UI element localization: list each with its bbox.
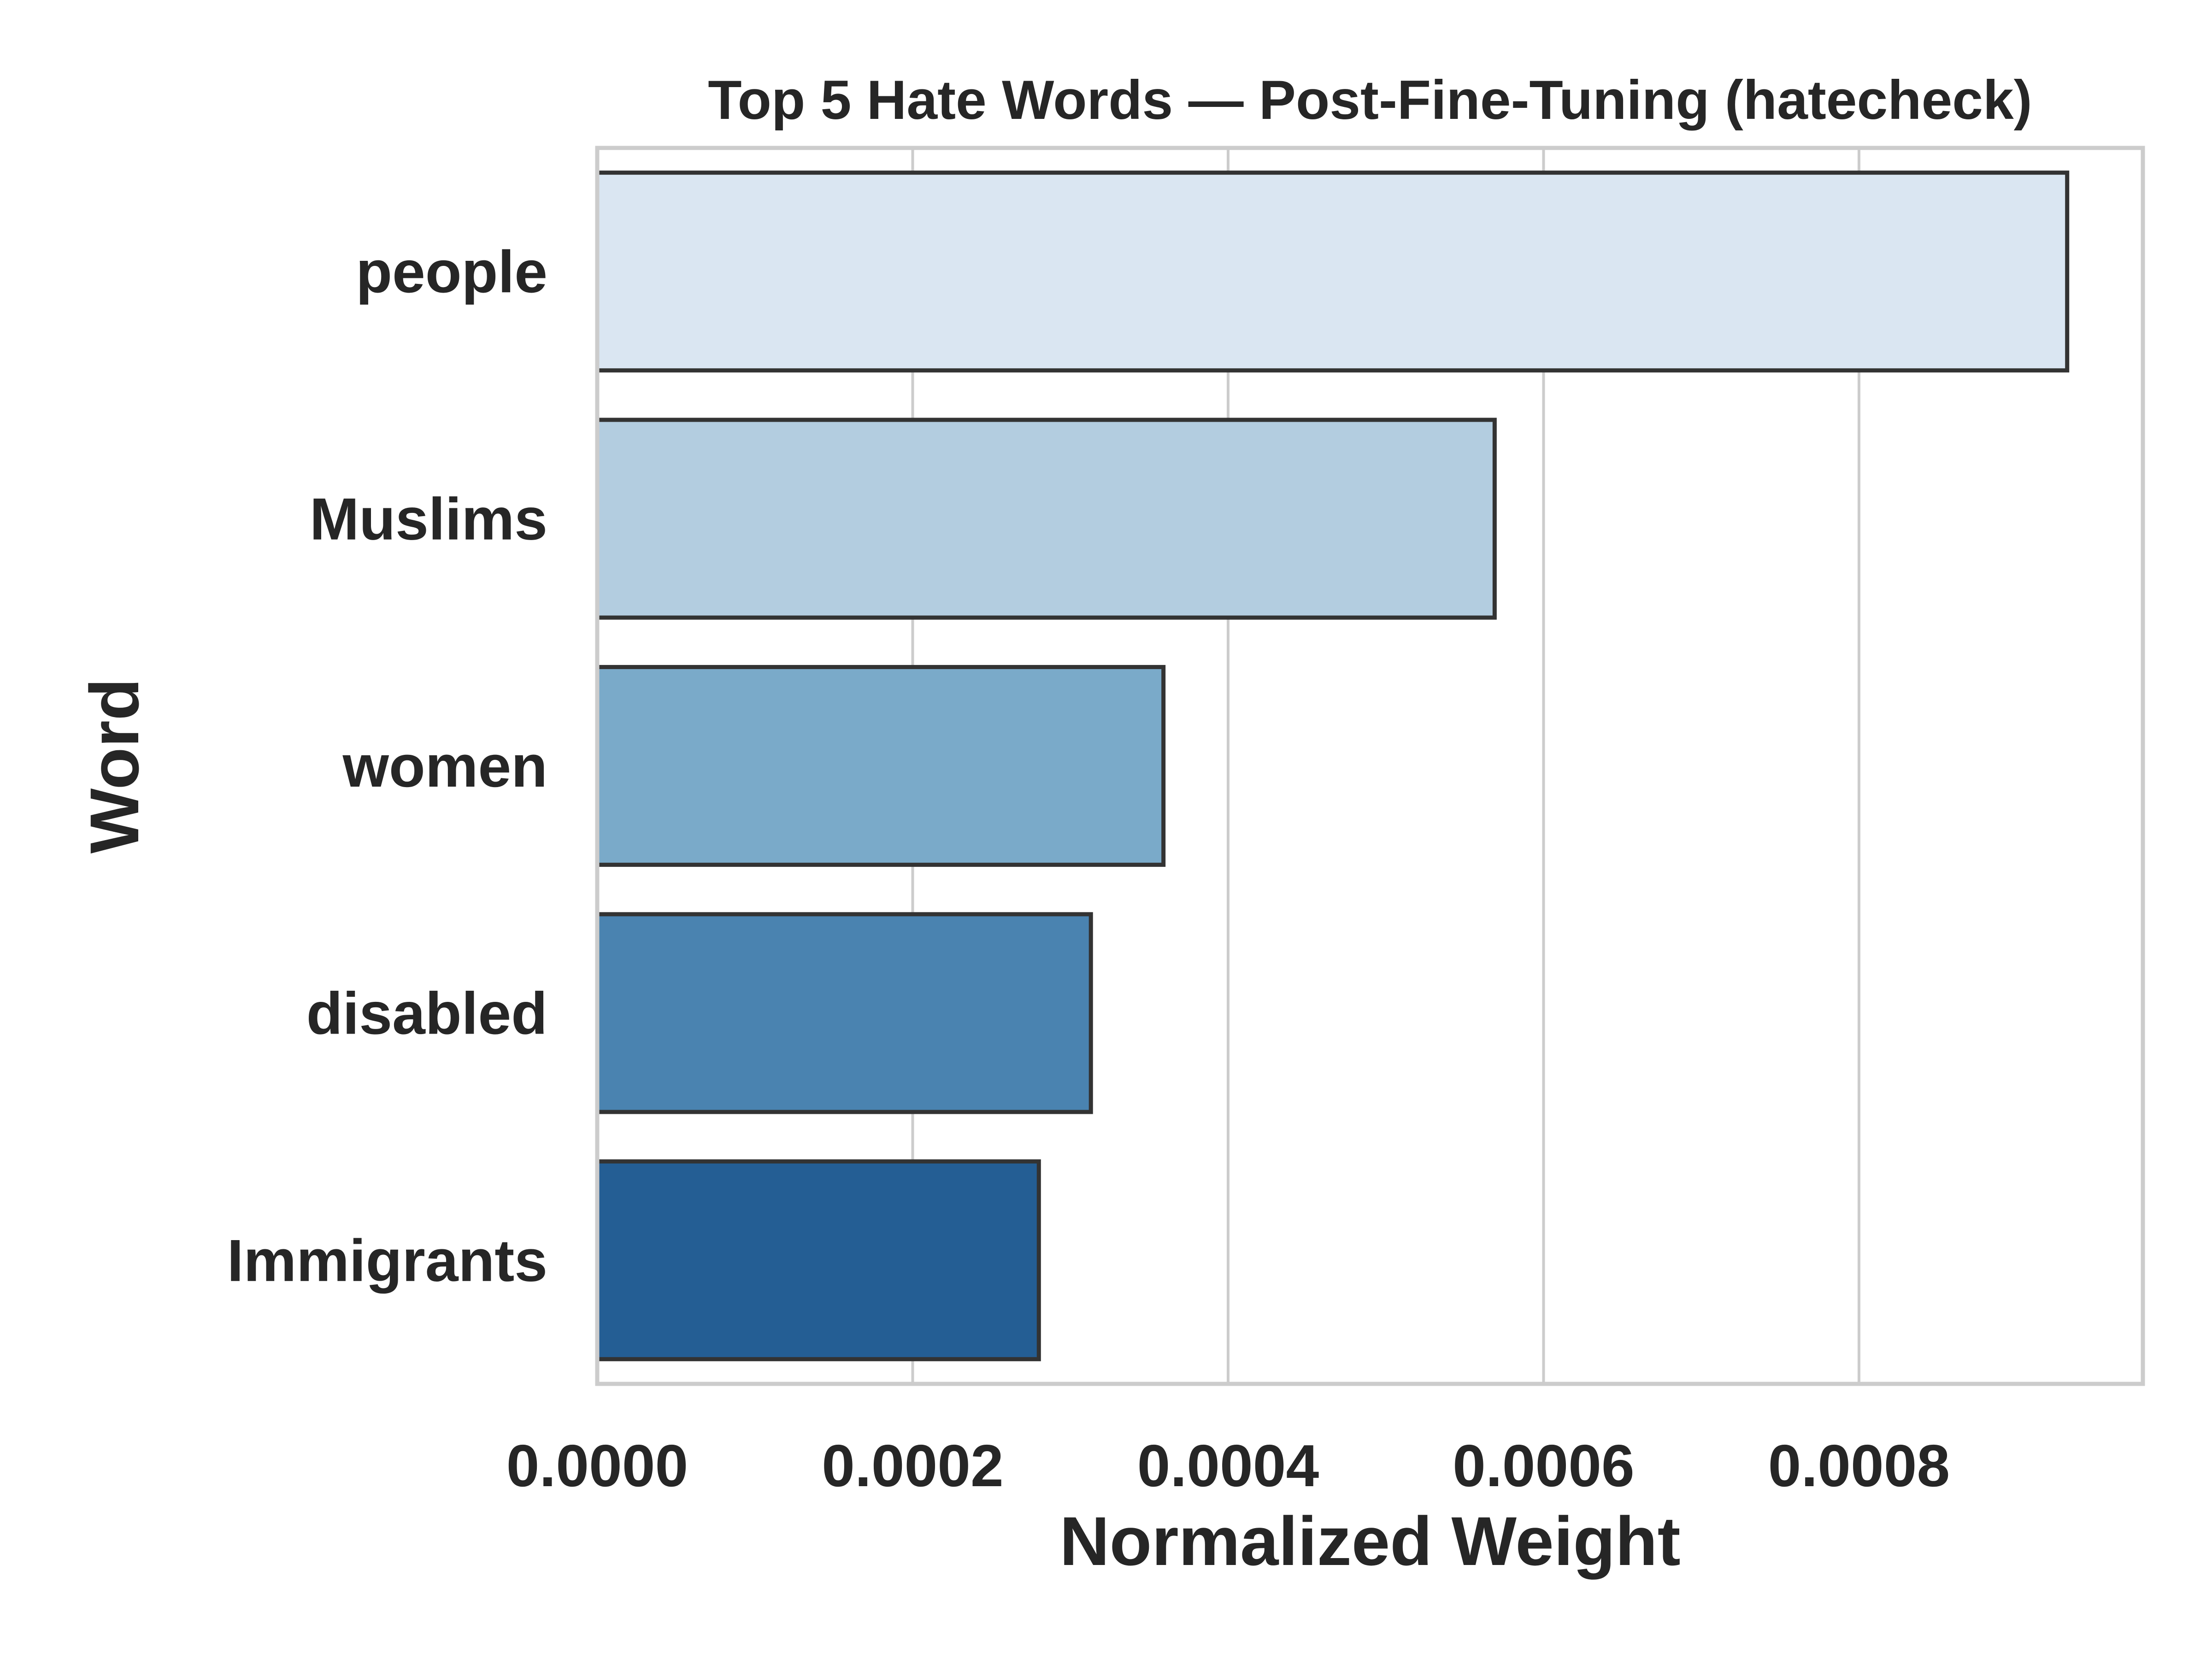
x-tick-label: 0.0008 [1768, 1433, 1950, 1499]
y-tick-labels: people Muslims women disabled Immigrants [227, 239, 547, 1294]
x-tick-label: 0.0000 [506, 1433, 688, 1499]
chart-title: Top 5 Hate Words — Post-Fine-Tuning (hat… [708, 69, 2032, 131]
bars [595, 171, 2070, 1361]
bar-people [595, 171, 2070, 373]
bar-disabled [595, 912, 1093, 1114]
y-tick-label: disabled [306, 980, 547, 1047]
x-axis-label: Normalized Weight [1059, 1502, 1680, 1580]
y-tick-label: women [342, 733, 547, 800]
y-tick-label: Muslims [310, 486, 547, 553]
bar-immigrants [595, 1159, 1041, 1361]
x-tick-label: 0.0006 [1453, 1433, 1635, 1499]
y-tick-label: Immigrants [227, 1228, 547, 1294]
y-axis-label: Word [76, 678, 153, 854]
bar-muslims [595, 418, 1497, 620]
plot-frame [595, 146, 2145, 1386]
x-tick-label: 0.0004 [1137, 1433, 1319, 1499]
bar-women [595, 665, 1166, 867]
x-tick-labels: 0.0000 0.0002 0.0004 0.0006 0.0008 [506, 1433, 1950, 1499]
x-tick-label: 0.0002 [822, 1433, 1004, 1499]
y-tick-label: people [356, 239, 547, 305]
